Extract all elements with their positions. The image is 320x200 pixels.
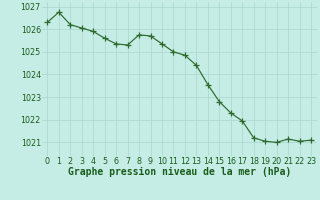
X-axis label: Graphe pression niveau de la mer (hPa): Graphe pression niveau de la mer (hPa) xyxy=(68,167,291,177)
